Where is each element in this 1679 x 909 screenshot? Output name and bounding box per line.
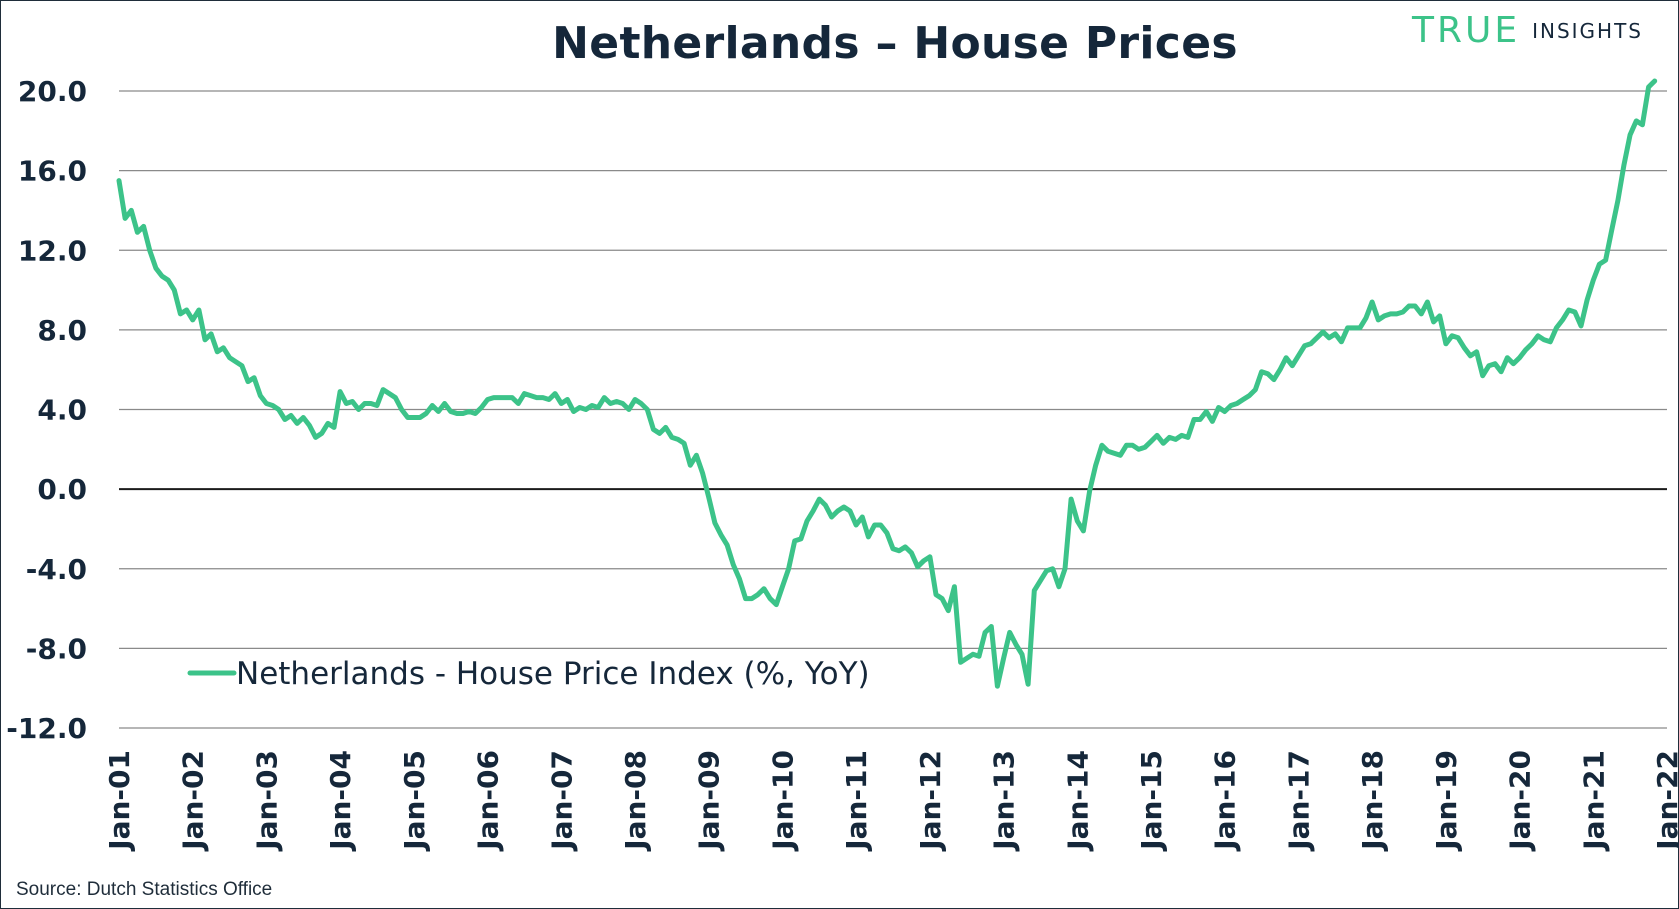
x-tick-label: Jan-15 [1135, 750, 1168, 852]
legend-label: Netherlands - House Price Index (%, YoY) [236, 656, 870, 692]
x-tick-label: Jan-16 [1209, 750, 1242, 852]
x-tick-label: Jan-06 [472, 750, 505, 852]
x-tick-label: Jan-12 [914, 750, 947, 852]
y-tick-label: 0.0 [37, 473, 87, 506]
x-tick-label: Jan-22 [1651, 750, 1679, 852]
y-tick-label: -12.0 [6, 712, 87, 745]
x-tick-label: Jan-19 [1430, 750, 1463, 852]
y-tick-label: 4.0 [37, 394, 87, 427]
logo-mark: TRUE [1411, 10, 1521, 51]
y-tick-label: -4.0 [26, 553, 87, 586]
x-tick-label: Jan-07 [545, 750, 578, 852]
x-tick-label: Jan-05 [398, 750, 431, 852]
x-tick-label: Jan-01 [103, 750, 136, 852]
y-axis-ticks: 20.0 16.0 12.0 8.0 4.0 0.0 -4.0 -8.0 -12.0 [6, 75, 87, 745]
logo-word: INSIGHTS [1532, 18, 1643, 43]
x-axis-ticks: Jan-01 Jan-02 Jan-03 Jan-04 Jan-05 Jan-06 Jan-… [103, 750, 1679, 852]
series-layer [116, 78, 1658, 689]
x-tick-label: Jan-17 [1282, 750, 1315, 852]
x-tick-label: Jan-18 [1356, 750, 1389, 852]
x-tick-label: Jan-20 [1504, 750, 1537, 852]
y-tick-label: 16.0 [18, 155, 87, 188]
x-tick-label: Jan-09 [693, 750, 726, 852]
x-tick-label: Jan-11 [840, 750, 873, 852]
source-note: Source: Dutch Statistics Office [16, 879, 273, 900]
y-tick-label: 8.0 [37, 314, 87, 347]
true-insights-logo: TRUE INSIGHTS [1412, 10, 1643, 51]
legend: Netherlands - House Price Index (%, YoY) [187, 656, 870, 692]
x-tick-label: Jan-10 [766, 750, 799, 852]
y-tick-label: 20.0 [18, 75, 87, 108]
x-tick-label: Jan-04 [324, 750, 357, 852]
x-tick-label: Jan-14 [1061, 750, 1094, 852]
series-line-house-price-index [116, 78, 1658, 689]
x-tick-label: Jan-21 [1577, 750, 1610, 852]
x-tick-label: Jan-03 [250, 750, 283, 852]
x-tick-label: Jan-08 [619, 750, 652, 852]
chart-title: Netherlands – House Prices [552, 18, 1238, 69]
y-tick-label: -8.0 [26, 632, 87, 665]
x-tick-label: Jan-02 [177, 750, 210, 852]
y-tick-label: 12.0 [18, 234, 87, 267]
grid-lines [119, 90, 1667, 729]
x-tick-label: Jan-13 [988, 750, 1021, 852]
